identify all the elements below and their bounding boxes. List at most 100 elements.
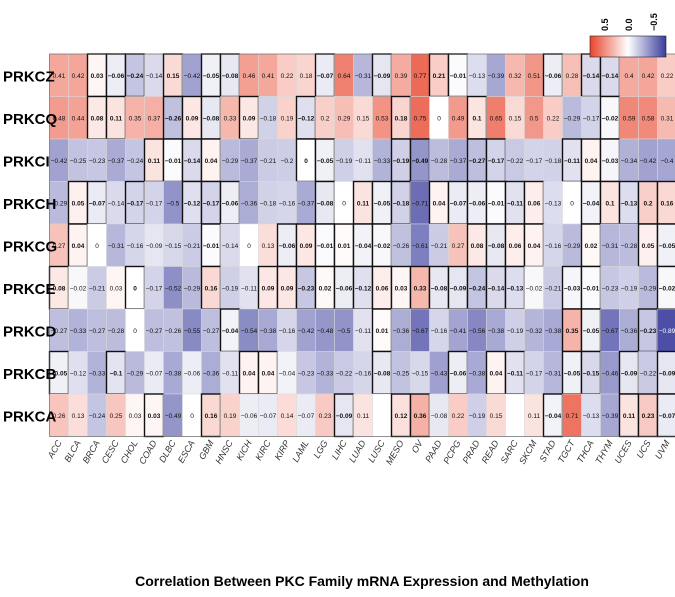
cell-value-label: −0.32	[526, 328, 543, 335]
cell-value-label: −0.33	[89, 370, 106, 377]
cell-value-label: −0.21	[260, 158, 277, 165]
cell-value-label: 0	[95, 243, 99, 250]
cell-value-label: 0.04	[205, 158, 218, 165]
cell-value-label: −0.43	[431, 370, 448, 377]
cell-value-label: −0.29	[640, 285, 657, 292]
cell-value-label: 0.23	[319, 413, 332, 420]
cell-value-label: −0.24	[89, 413, 106, 420]
cell-value-label: −0.27	[146, 328, 163, 335]
column-label: OV	[410, 438, 426, 455]
cell-value-label: −0.17	[146, 285, 163, 292]
cell-value-label: 0.33	[414, 285, 427, 292]
cell-value-label: 0.77	[414, 73, 427, 80]
cell-value-label: −0.38	[165, 370, 182, 377]
column-label: BRCA	[81, 439, 102, 466]
cell-value-label: 0.16	[205, 285, 218, 292]
cell-value-label: −0.33	[374, 158, 391, 165]
cell-value-label: −0.23	[602, 285, 619, 292]
chart-title: Correlation Between PKC Family mRNA Expr…	[135, 573, 589, 589]
cell-value-label: −0.07	[298, 413, 315, 420]
column-label: KICH	[234, 438, 254, 462]
cell-value-label: −0.02	[526, 285, 543, 292]
cell-value-label: −0.05	[374, 200, 391, 207]
cell-value-label: 0.06	[528, 200, 541, 207]
cell-value-label: 0.04	[243, 370, 256, 377]
cell-value-label: −0.11	[222, 370, 238, 377]
cell-value-label: 0.08	[91, 115, 104, 122]
row-label: PRKCZ	[3, 68, 55, 85]
cell-value-label: −0.09	[374, 73, 391, 80]
cell-value-label: 0.03	[110, 285, 123, 292]
heatmap-border	[49, 53, 675, 437]
cell-value-label: −0.23	[298, 370, 315, 377]
cell-value-label: 0	[133, 328, 137, 335]
cell-value-label: −0.01	[488, 200, 505, 207]
cell-value-label: −0.46	[602, 370, 619, 377]
cell-value-label: −0.22	[640, 370, 657, 377]
cell-value-label: 0.19	[281, 115, 294, 122]
cell-value-label: 0.4	[624, 73, 633, 80]
heatmap-cell	[505, 393, 525, 437]
column-label: COAD	[137, 438, 159, 466]
cell-value-label: −0.14	[108, 200, 125, 207]
cell-value-label: 0.22	[661, 73, 674, 80]
cell-value-label: −0.38	[545, 328, 562, 335]
cell-value-label: −0.21	[184, 243, 201, 250]
cell-value-label: 0.03	[148, 413, 161, 420]
cell-value-label: 0.44	[72, 115, 85, 122]
cell-value-label: −0.09	[336, 413, 353, 420]
cell-value-label: 0.31	[661, 115, 674, 122]
cell-value-label: −0.29	[222, 158, 239, 165]
column-label: THYM	[593, 438, 615, 466]
cell-value-label: −0.22	[507, 158, 524, 165]
cell-value-label: 0.27	[53, 243, 66, 250]
cell-value-label: 0.11	[623, 413, 636, 420]
column-label: KIRP	[273, 439, 292, 462]
cell-value-label: 0.18	[300, 73, 313, 80]
cell-value-label: −0.02	[70, 285, 87, 292]
cell-value-label: −0.05	[583, 328, 600, 335]
cell-value-label: −0.67	[412, 328, 429, 335]
column-label: READ	[480, 438, 501, 465]
cell-value-label: −0.17	[488, 158, 505, 165]
cell-value-label: 0.22	[452, 413, 465, 420]
cell-value-label: 0.64	[338, 73, 351, 80]
cell-value-label: −0.23	[640, 328, 657, 335]
cell-value-label: 0.16	[205, 413, 218, 420]
cell-value-label: −0.17	[127, 200, 144, 207]
cell-value-label: −0.06	[545, 73, 562, 80]
cell-value-label: 0.11	[110, 115, 123, 122]
colorbar-tick-low: −0.5	[649, 13, 659, 31]
cell-value-label: −0.37	[450, 158, 467, 165]
cell-value-label: 0.2	[320, 115, 329, 122]
cell-value-label: −0.01	[203, 243, 220, 250]
cell-value-label: −0.38	[469, 370, 486, 377]
cell-value-label: −0.08	[317, 200, 334, 207]
column-label: PRAD	[461, 438, 482, 465]
cell-value-label: 0.11	[148, 158, 161, 165]
cell-value-label: −0.14	[488, 285, 505, 292]
cell-value-label: −0.18	[260, 115, 277, 122]
cell-value-label: 0.32	[509, 73, 522, 80]
cell-value-label: −0.39	[488, 73, 505, 80]
cell-value-label: 0.11	[357, 200, 370, 207]
cell-value-label: 0.03	[91, 73, 104, 80]
cell-value-label: 0	[304, 158, 308, 165]
cell-value-label: 0.08	[471, 243, 484, 250]
cell-value-label: −0.01	[317, 243, 334, 250]
cell-value-label: 0.2	[643, 200, 652, 207]
cell-value-label: −0.07	[89, 200, 106, 207]
cell-value-label: 0.06	[509, 243, 522, 250]
cell-value-label: −0.42	[298, 328, 315, 335]
cell-value-label: −0.15	[583, 370, 600, 377]
cell-value-label: −0.06	[469, 200, 486, 207]
cell-value-label: −0.34	[621, 158, 638, 165]
cell-value-label: −0.29	[564, 243, 581, 250]
cell-value-label: −0.04	[583, 200, 600, 207]
cell-value-label: −0.49	[412, 158, 429, 165]
cell-value-label: −0.2	[281, 158, 294, 165]
cell-value-label: 0.21	[433, 73, 446, 80]
cell-value-label: 0.41	[262, 73, 275, 80]
column-label: PCPG	[441, 439, 462, 466]
cell-value-label: −0.37	[108, 158, 125, 165]
